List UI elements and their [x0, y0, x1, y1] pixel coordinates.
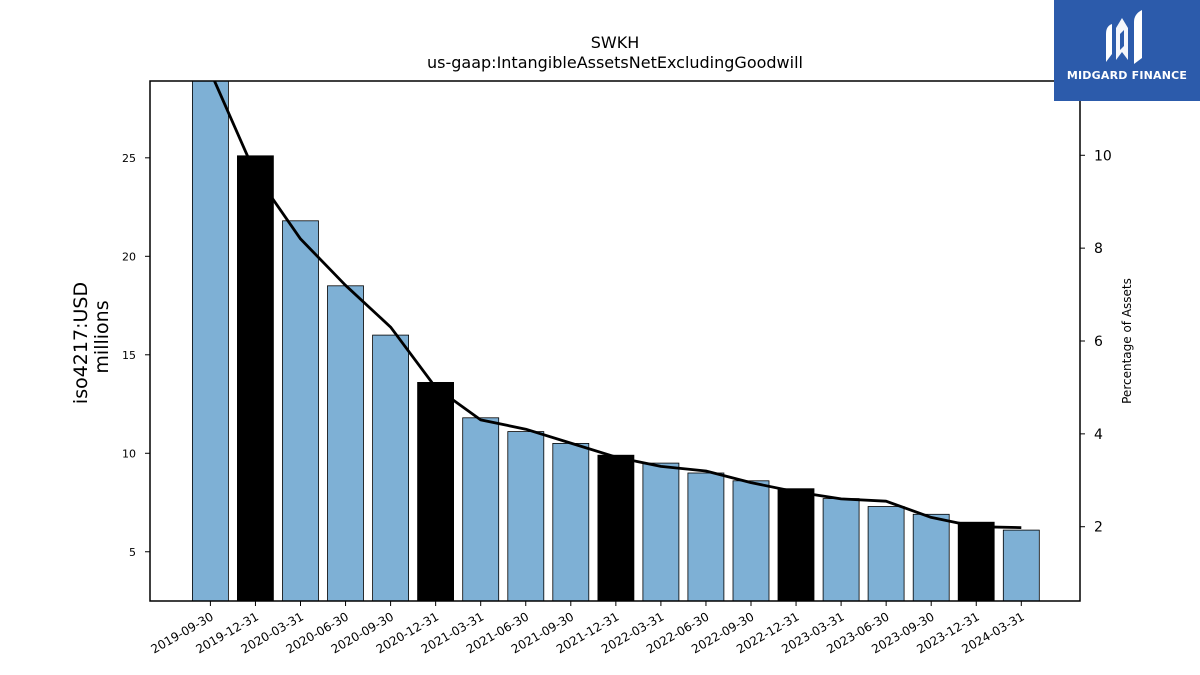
bar-2019-09-30 — [191, 80, 229, 602]
y2-tick-label: 8 — [1094, 241, 1103, 257]
x-axis: 2019-09-302019-12-312020-03-312020-06-30… — [148, 601, 1027, 656]
y-axis-label: iso4217:USD — [70, 282, 92, 404]
y-tick-label: 25 — [122, 152, 136, 165]
bar-2021-09-30 — [552, 442, 590, 602]
bar-2019-12-31 — [236, 155, 274, 602]
bar-2022-06-30 — [687, 472, 725, 602]
bar-2021-12-31 — [597, 454, 635, 602]
bar-2023-03-31 — [822, 498, 860, 602]
y-tick-label: 5 — [129, 546, 136, 559]
y-axis-right: 2 4 6 8 10 — [1080, 148, 1112, 536]
y-axis-units-label: millions — [91, 300, 113, 373]
bar-2023-09-30 — [912, 513, 950, 602]
bars-group — [191, 80, 1040, 602]
y2-tick-label: 6 — [1094, 334, 1103, 350]
bar-2020-12-31 — [417, 381, 455, 602]
y-tick-label: 10 — [122, 447, 136, 460]
bar-2020-03-31 — [282, 220, 319, 602]
bar-2022-09-30 — [732, 480, 770, 602]
y2-tick-label: 2 — [1094, 520, 1103, 536]
midgard-logo-icon — [1106, 10, 1142, 64]
bar-2020-06-30 — [327, 285, 364, 602]
bar-2023-06-30 — [867, 506, 905, 602]
chart-subtitle: us-gaap:IntangibleAssetsNetExcludingGood… — [427, 53, 803, 72]
y-axis-left: 5 10 15 20 25 — [122, 152, 150, 559]
midgard-finance-logo: MIDGARD FINANCE — [1054, 0, 1200, 101]
y2-tick-label: 10 — [1094, 148, 1112, 164]
bar-2022-03-31 — [642, 462, 680, 602]
percentage-line — [213, 80, 1022, 529]
y2-axis-label: Percentage of Assets — [1120, 278, 1134, 404]
y2-tick-label: 4 — [1094, 427, 1103, 443]
bar-2021-06-30 — [507, 431, 545, 602]
bar-2022-12-31 — [777, 488, 815, 602]
bar-2020-09-30 — [372, 334, 410, 602]
bar-2021-03-31 — [462, 417, 500, 602]
bar-2024-03-31 — [1002, 529, 1040, 602]
y-tick-label: 15 — [122, 349, 136, 362]
y-tick-label: 20 — [122, 250, 136, 263]
percentage-line-group — [213, 80, 1022, 529]
logo-text: MIDGARD FINANCE — [1066, 69, 1188, 82]
chart-title: SWKH — [591, 33, 640, 52]
bar-2023-12-31 — [957, 521, 995, 602]
